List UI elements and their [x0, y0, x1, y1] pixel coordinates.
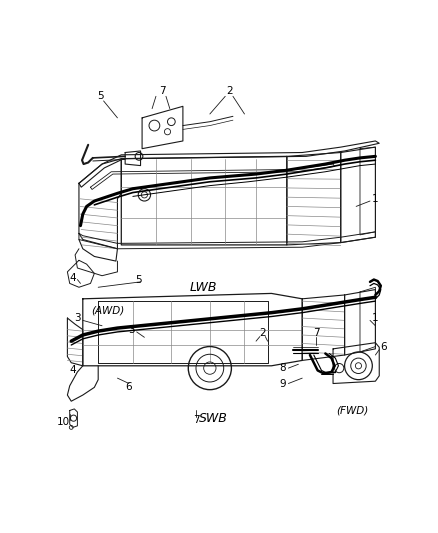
Text: (FWD): (FWD) — [336, 406, 368, 415]
Text: 7: 7 — [193, 415, 199, 425]
Text: 2: 2 — [226, 86, 233, 96]
Text: 3: 3 — [74, 313, 81, 323]
Text: LWB: LWB — [190, 281, 217, 294]
Text: 6: 6 — [126, 382, 132, 392]
Text: 7: 7 — [159, 86, 166, 96]
Text: 2: 2 — [259, 328, 265, 338]
Text: 5: 5 — [135, 274, 141, 285]
Text: 9: 9 — [280, 378, 286, 389]
Text: 4: 4 — [70, 273, 76, 283]
Text: 1: 1 — [372, 193, 379, 204]
Text: 7: 7 — [313, 328, 319, 338]
Text: 8: 8 — [280, 363, 286, 373]
Text: 3: 3 — [128, 325, 134, 335]
Text: 5: 5 — [97, 91, 104, 101]
Text: 10: 10 — [57, 417, 70, 427]
Text: 4: 4 — [70, 366, 76, 375]
Text: 1: 1 — [372, 313, 379, 323]
Text: (AWD): (AWD) — [92, 305, 125, 316]
Text: SWB: SWB — [199, 411, 228, 425]
Text: 6: 6 — [380, 342, 386, 352]
